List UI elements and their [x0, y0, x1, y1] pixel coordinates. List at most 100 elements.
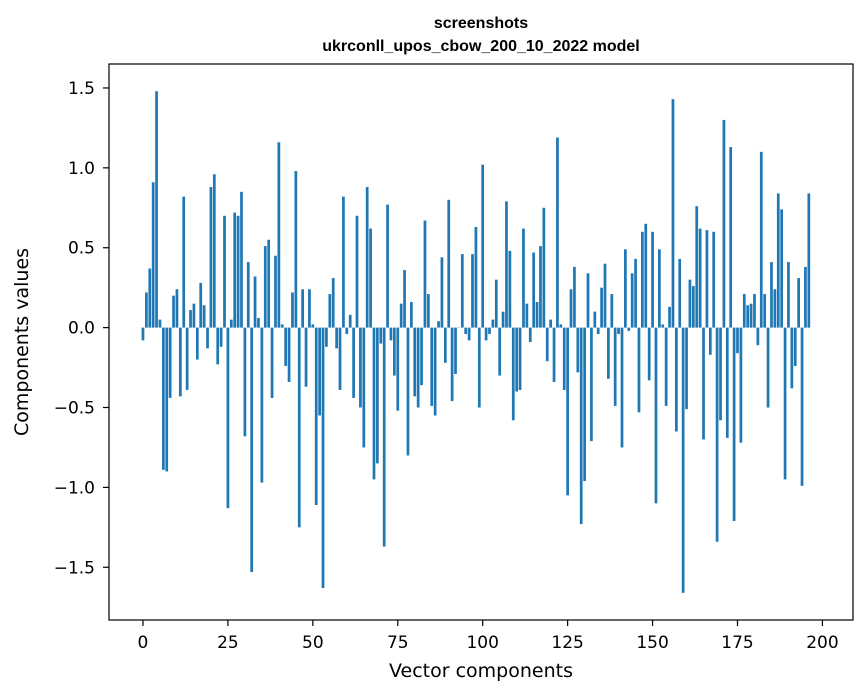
bar-74 [393, 327, 396, 376]
bar-8 [168, 327, 172, 398]
bar-106 [501, 311, 505, 328]
bar-165 [702, 327, 705, 440]
bar-81 [416, 327, 420, 408]
bar-175 [736, 327, 739, 354]
bar-59 [342, 196, 345, 328]
bar-87 [437, 321, 440, 328]
bar-49 [308, 289, 311, 328]
bar-121 [552, 327, 556, 382]
bar-196 [807, 193, 811, 328]
bar-156 [671, 99, 675, 328]
bar-19 [206, 327, 209, 349]
bar-68 [372, 327, 376, 480]
bar-20 [209, 187, 213, 328]
bar-47 [301, 289, 304, 328]
bar-72 [386, 204, 389, 328]
bar-105 [498, 327, 502, 376]
bar-91 [450, 327, 454, 402]
bar-108 [508, 250, 512, 328]
bar-104 [494, 279, 498, 328]
bar-84 [426, 294, 430, 328]
bar-48 [304, 327, 308, 387]
x-tick-label: 75 [387, 633, 409, 653]
bar-43 [287, 327, 291, 382]
bar-4 [155, 91, 158, 328]
bar-130 [583, 327, 586, 481]
bar-13 [185, 327, 189, 390]
bar-144 [630, 273, 634, 328]
bar-82 [420, 327, 423, 386]
bar-176 [739, 327, 743, 443]
bar-192 [793, 327, 797, 366]
bar-134 [596, 327, 600, 335]
bar-17 [199, 282, 203, 328]
bar-152 [658, 249, 661, 328]
bar-63 [355, 215, 359, 328]
bar-14 [189, 310, 192, 328]
bar-18 [202, 305, 206, 328]
bar-78 [406, 327, 410, 456]
bar-178 [746, 305, 750, 328]
bar-58 [338, 327, 342, 390]
bar-167 [708, 327, 712, 355]
bar-3 [151, 182, 155, 328]
bar-10 [175, 289, 179, 328]
bar-99 [477, 327, 481, 408]
bar-193 [797, 278, 800, 328]
bar-186 [773, 289, 777, 328]
bar-173 [729, 147, 733, 328]
chart-title-line-1: screenshots [434, 15, 528, 32]
bar-159 [681, 327, 685, 593]
bar-189 [783, 327, 787, 480]
bar-194 [800, 327, 804, 486]
bar-150 [651, 231, 654, 328]
bar-32 [250, 327, 254, 573]
bar-110 [515, 327, 519, 392]
bar-41 [280, 324, 284, 328]
bar-177 [742, 294, 746, 328]
bar-109 [511, 327, 515, 421]
bar-168 [712, 231, 716, 328]
bar-160 [685, 327, 688, 410]
x-axis-label: Vector components [389, 660, 573, 682]
bar-180 [753, 294, 756, 328]
bar-1 [145, 292, 148, 328]
bar-34 [257, 318, 260, 328]
y-tick-label: −0.5 [54, 399, 95, 419]
x-tick-label: 100 [466, 633, 498, 653]
bar-30 [243, 327, 247, 437]
bar-55 [328, 294, 332, 328]
bar-125 [566, 327, 569, 496]
bar-116 [535, 302, 539, 328]
bar-76 [399, 303, 403, 328]
bar-51 [314, 327, 318, 505]
y-tick-label: 1.5 [68, 79, 95, 99]
bar-69 [376, 327, 379, 464]
bar-89 [443, 327, 447, 363]
bar-149 [647, 327, 651, 381]
bar-143 [627, 327, 631, 331]
bar-169 [715, 327, 719, 542]
bar-153 [661, 324, 665, 328]
bar-71 [382, 327, 386, 547]
bar-102 [488, 327, 491, 335]
bar-67 [369, 228, 372, 328]
bar-57 [335, 327, 338, 349]
bar-24 [223, 215, 226, 328]
bar-46 [297, 327, 301, 528]
bar-171 [722, 119, 726, 328]
bar-157 [674, 327, 678, 432]
bar-151 [654, 327, 658, 504]
bar-11 [178, 327, 182, 397]
bar-120 [549, 319, 552, 328]
bar-139 [613, 327, 617, 406]
bar-25 [226, 327, 230, 509]
bar-21 [212, 174, 216, 328]
bar-114 [528, 327, 532, 342]
x-tick-label: 50 [302, 633, 324, 653]
bar-90 [447, 199, 451, 328]
plot-area-frame [108, 63, 854, 621]
bar-112 [522, 228, 525, 328]
bar-187 [776, 193, 780, 328]
